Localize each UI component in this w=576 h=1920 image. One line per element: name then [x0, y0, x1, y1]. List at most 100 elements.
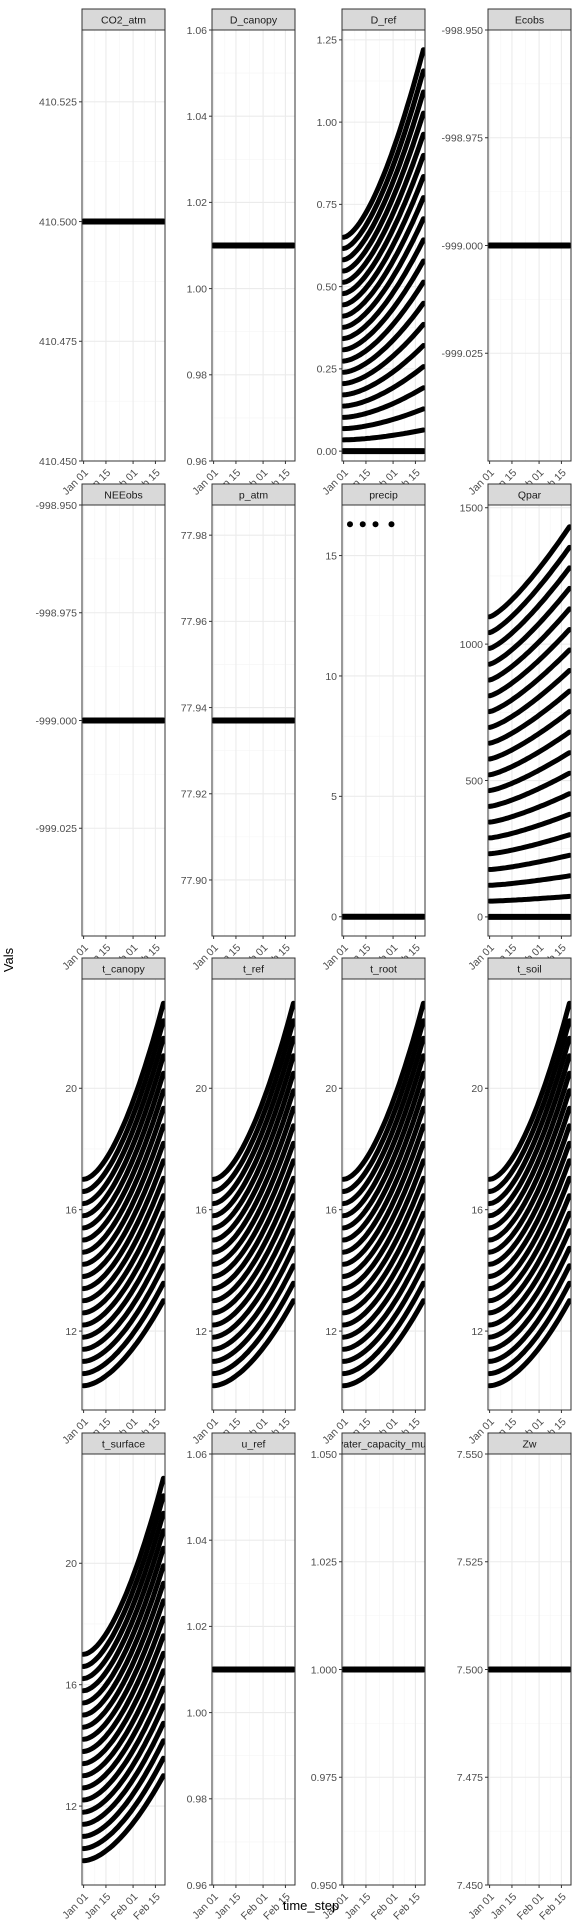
- y-tick-label: 1.04: [187, 1535, 208, 1547]
- data-point-series: [212, 1263, 295, 1364]
- y-tick-label: 77.92: [181, 789, 207, 801]
- y-axis-title: Vals: [1, 947, 16, 972]
- data-point-series: [82, 1633, 165, 1767]
- data-point-series: [212, 1175, 295, 1304]
- data-point-series: [212, 1000, 295, 1182]
- y-tick-label: 5: [331, 791, 337, 803]
- facet-strip: [81, 957, 166, 980]
- y-tick-label: 0.96: [187, 1880, 208, 1892]
- facet-panel: Ecobs-999.025-999.000-998.975-998.950Jan…: [442, 8, 572, 498]
- data-point-series: [82, 1035, 165, 1207]
- data-point-series: [342, 406, 425, 432]
- y-tick-label: 0.98: [187, 1794, 208, 1806]
- data-point-series: [82, 1493, 165, 1669]
- facet-title: Ecobs: [515, 15, 544, 27]
- data-point-series: [342, 152, 425, 297]
- data-point-series: [82, 1738, 165, 1839]
- data-point-series: [342, 1018, 425, 1194]
- y-tick-label: 1.06: [187, 1449, 208, 1461]
- y-tick-label: 1.02: [187, 197, 208, 209]
- y-tick-label: -998.975: [36, 608, 78, 620]
- data-point-series: [82, 1018, 165, 1194]
- facet-strip: [487, 483, 572, 506]
- y-tick-label: 1500: [460, 503, 484, 515]
- facet-strip: [211, 957, 296, 980]
- data-point-series: [82, 1563, 165, 1718]
- facet-title: NEEobs: [104, 490, 143, 502]
- data-point-series: [488, 524, 571, 620]
- y-tick-label: 7.550: [457, 1449, 483, 1461]
- data-point-series: [488, 1175, 571, 1304]
- data-point-series: [212, 1070, 295, 1231]
- data-point-series: [82, 1773, 165, 1864]
- y-tick-label: 0: [477, 912, 483, 924]
- facet-title: precip: [369, 490, 398, 502]
- facet-title: D_ref: [371, 15, 397, 27]
- data-point-series: [488, 1140, 571, 1279]
- y-tick-label: 1.00: [187, 1707, 208, 1719]
- y-tick-label: 16: [471, 1204, 483, 1216]
- y-tick-label: 7.450: [457, 1880, 483, 1892]
- y-tick-label: 0.950: [311, 1880, 337, 1892]
- y-tick-label: 20: [65, 1083, 77, 1095]
- data-point-series: [82, 1475, 165, 1657]
- x-tick-label: Jan 15: [82, 1891, 113, 1920]
- data-point-series: [488, 1280, 571, 1377]
- facet-title: u_ref: [242, 1439, 266, 1451]
- y-tick-label: 12: [325, 1326, 337, 1338]
- data-point-series: [342, 279, 425, 364]
- data-point-series: [342, 364, 425, 409]
- data-point-series: [342, 1053, 425, 1219]
- data-point-series: [82, 1755, 165, 1852]
- data-point-series: [488, 1263, 571, 1364]
- data-point-series: [342, 1298, 425, 1389]
- data-point-series: [342, 300, 425, 375]
- x-tick-label: Jan 15: [342, 1891, 373, 1920]
- facet-strip: [341, 483, 426, 506]
- data-point-series: [212, 1193, 295, 1316]
- data-point-series: [212, 1035, 295, 1207]
- data-point-series: [82, 1263, 165, 1364]
- data-point-series: [82, 1228, 165, 1340]
- y-tick-label: 16: [65, 1679, 77, 1691]
- data-point: [359, 521, 366, 528]
- y-tick-label: 1.00: [317, 117, 338, 129]
- data-point-series: [82, 1598, 165, 1742]
- data-point-series: [488, 606, 571, 683]
- y-tick-label: 20: [471, 1083, 483, 1095]
- data-point-series: [212, 1053, 295, 1219]
- data-point-series: [488, 1228, 571, 1340]
- data-point-series: [82, 1280, 165, 1377]
- y-tick-label: 0.00: [317, 446, 338, 458]
- data-point-series: [342, 89, 425, 263]
- facet-title: t_soil: [517, 964, 542, 976]
- y-tick-label: 0: [331, 912, 337, 924]
- data-point-series: [488, 709, 571, 762]
- y-tick-label: 77.96: [181, 616, 207, 628]
- data-point-series: [82, 1615, 165, 1754]
- y-tick-label: 1.25: [317, 35, 338, 47]
- data-point-series: [342, 1088, 425, 1243]
- data-point-series: [82, 1070, 165, 1231]
- data-point-series: [212, 1123, 295, 1267]
- data-point-series: [342, 321, 425, 387]
- data-point-series: [488, 1018, 571, 1194]
- data-point-series: [488, 585, 571, 667]
- data-point-series: [488, 1053, 571, 1219]
- data-point-series: [82, 1298, 165, 1389]
- data-point-series: [342, 1175, 425, 1304]
- data-point-series: [82, 1510, 165, 1682]
- data-point-series: [342, 47, 425, 240]
- y-tick-label: 12: [65, 1326, 77, 1338]
- data-point-series: [342, 1070, 425, 1231]
- data-layer: [82, 1000, 165, 1389]
- facet-strip: [341, 1432, 426, 1455]
